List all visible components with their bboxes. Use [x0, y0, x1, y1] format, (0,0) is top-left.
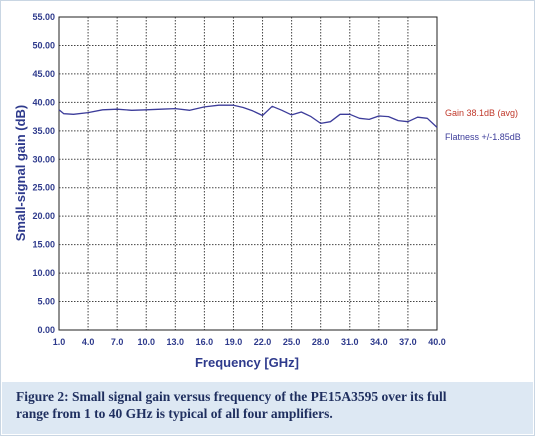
flatness-annotation: Flatness +/-1.85dB [445, 132, 521, 142]
x-tick-label: 25.0 [283, 337, 301, 347]
x-tick-label: 22.0 [254, 337, 272, 347]
plot-area-border [58, 16, 438, 331]
grid-layer [58, 16, 438, 331]
y-tick-label: 10.00 [32, 268, 55, 278]
gain-annotation: Gain 38.1dB (avg) [445, 108, 518, 118]
y-tick-label: 45.00 [32, 69, 55, 79]
x-tick-label: 1.0 [53, 337, 66, 347]
y-axis-label: Small-signal gain (dB) [13, 105, 28, 242]
y-tick-label: 55.00 [32, 12, 55, 22]
x-tick-label: 34.0 [370, 337, 388, 347]
x-tick-label: 37.0 [399, 337, 417, 347]
y-tick-label: 5.00 [37, 297, 55, 307]
gain-series-line [58, 104, 438, 128]
x-tick-label: 19.0 [225, 337, 243, 347]
y-tick-label: 35.00 [32, 126, 55, 136]
x-tick-label: 28.0 [312, 337, 330, 347]
caption-line-1: Figure 2: Small signal gain versus frequ… [16, 389, 447, 404]
axes-layer [58, 16, 438, 331]
y-tick-label: 50.00 [32, 40, 55, 50]
y-tick-label: 20.00 [32, 211, 55, 221]
y-tick-label: 40.00 [32, 97, 55, 107]
y-tick-label: 0.00 [37, 325, 55, 335]
tick-labels: 0.00 5.00 10.00 15.00 20.00 25.00 30.00 35.00 40… [32, 12, 445, 347]
x-tick-label: 31.0 [341, 337, 359, 347]
x-tick-label: 4.0 [82, 337, 95, 347]
x-tick-label: 16.0 [196, 337, 214, 347]
gain-chart: 0.00 5.00 10.00 15.00 20.00 25.00 30.00 35.00 40… [13, 12, 521, 370]
x-tick-label: 7.0 [111, 337, 124, 347]
caption-line-2: range from 1 to 40 GHz is typical of all… [16, 406, 333, 421]
x-tick-label: 10.0 [137, 337, 155, 347]
x-tick-label: 13.0 [167, 337, 185, 347]
y-tick-label: 15.00 [32, 240, 55, 250]
y-tick-label: 25.00 [32, 183, 55, 193]
figure-caption: Figure 2: Small signal gain versus frequ… [2, 382, 533, 434]
x-tick-label: 40.0 [428, 337, 446, 347]
x-axis-label: Frequency [GHz] [195, 355, 299, 370]
series-layer [58, 104, 438, 128]
y-tick-label: 30.00 [32, 154, 55, 164]
